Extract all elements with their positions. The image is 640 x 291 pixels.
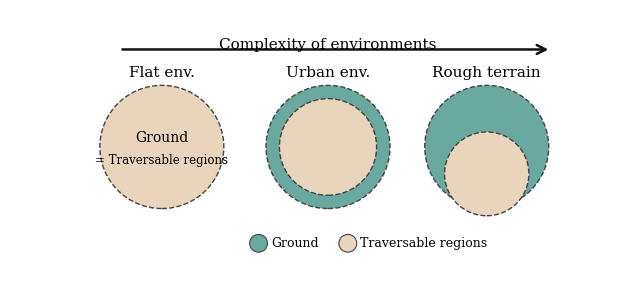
Ellipse shape — [339, 235, 356, 252]
Ellipse shape — [280, 99, 376, 195]
Text: Ground: Ground — [135, 131, 188, 145]
Text: Complexity of environments: Complexity of environments — [220, 38, 436, 52]
Ellipse shape — [266, 85, 390, 209]
Text: = Traversable regions: = Traversable regions — [95, 154, 228, 167]
Ellipse shape — [250, 235, 268, 252]
Text: Flat env.: Flat env. — [129, 66, 195, 80]
Ellipse shape — [100, 85, 224, 209]
Ellipse shape — [445, 132, 529, 216]
Text: Traversable regions: Traversable regions — [360, 237, 488, 250]
Ellipse shape — [425, 85, 548, 209]
Text: Urban env.: Urban env. — [286, 66, 370, 80]
Text: Rough terrain: Rough terrain — [433, 66, 541, 80]
Text: Ground: Ground — [271, 237, 319, 250]
